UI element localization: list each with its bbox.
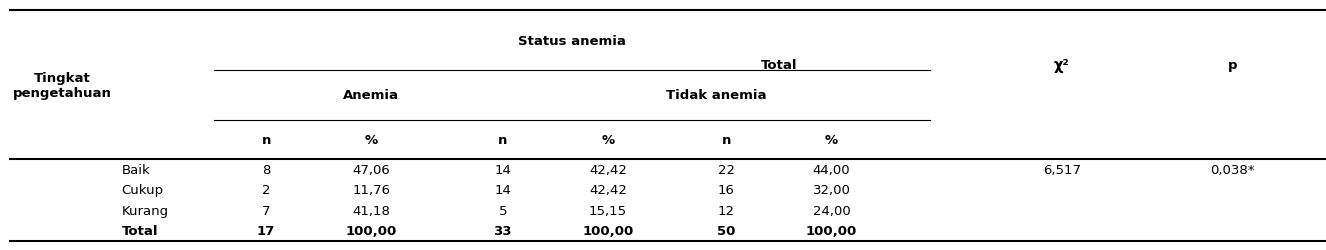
Text: 14: 14 [495, 184, 512, 197]
Text: 100,00: 100,00 [582, 224, 634, 237]
Text: %: % [365, 133, 378, 146]
Text: 11,76: 11,76 [353, 184, 390, 197]
Text: %: % [602, 133, 614, 146]
Text: Total: Total [761, 59, 797, 72]
Text: Tingkat
pengetahuan: Tingkat pengetahuan [13, 72, 111, 100]
Text: χ²: χ² [1054, 58, 1070, 73]
Text: 6,517: 6,517 [1042, 163, 1081, 176]
Text: Cukup: Cukup [122, 184, 163, 197]
Text: 8: 8 [263, 163, 271, 176]
Text: 42,42: 42,42 [589, 184, 627, 197]
Text: 5: 5 [499, 204, 507, 217]
Text: 44,00: 44,00 [813, 163, 850, 176]
Text: Baik: Baik [122, 163, 150, 176]
Text: 100,00: 100,00 [346, 224, 396, 237]
Text: n: n [499, 133, 508, 146]
Text: 100,00: 100,00 [806, 224, 857, 237]
Text: 41,18: 41,18 [353, 204, 390, 217]
Text: 47,06: 47,06 [353, 163, 390, 176]
Text: 32,00: 32,00 [813, 184, 850, 197]
Text: 17: 17 [257, 224, 276, 237]
Text: 15,15: 15,15 [589, 204, 627, 217]
Text: 2: 2 [261, 184, 271, 197]
Text: Status anemia: Status anemia [518, 34, 626, 48]
Text: Tidak anemia: Tidak anemia [666, 89, 766, 102]
Text: 16: 16 [717, 184, 735, 197]
Text: 12: 12 [717, 204, 735, 217]
Text: 0,038*: 0,038* [1211, 163, 1254, 176]
Text: 14: 14 [495, 163, 512, 176]
Text: Total: Total [122, 224, 158, 237]
Text: n: n [721, 133, 731, 146]
Text: 22: 22 [717, 163, 735, 176]
Text: 50: 50 [717, 224, 736, 237]
Text: 33: 33 [493, 224, 512, 237]
Text: %: % [825, 133, 838, 146]
Text: p: p [1228, 59, 1237, 72]
Text: n: n [261, 133, 271, 146]
Text: 24,00: 24,00 [813, 204, 850, 217]
Text: Kurang: Kurang [122, 204, 168, 217]
Text: Anemia: Anemia [343, 89, 399, 102]
Text: 7: 7 [261, 204, 271, 217]
Text: 42,42: 42,42 [589, 163, 627, 176]
